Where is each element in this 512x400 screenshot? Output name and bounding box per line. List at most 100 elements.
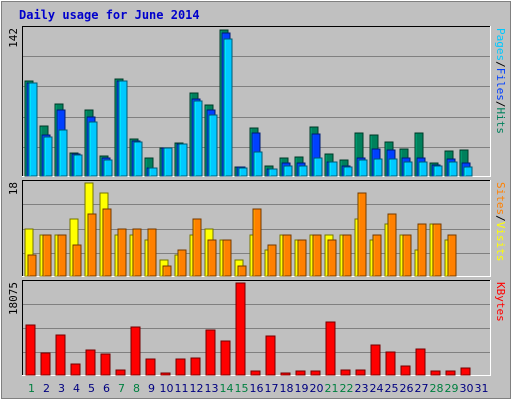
kbytes-bar-fill [280,372,291,376]
pages-bar [418,161,428,177]
sites-bar-fill [342,234,352,277]
series-legend-visits-sites: Sites/Visits [494,182,507,262]
kbytes-bar-fill [190,357,201,376]
pages-bar [28,82,38,177]
kbytes-bar [415,348,426,376]
pages-bar-fill [448,161,458,177]
pages-bar-fill [403,161,413,177]
sites-bar-fill [192,218,202,277]
sites-bar [432,223,442,277]
chart-title: Daily usage for June 2014 [19,8,200,22]
pages-bar [328,161,338,177]
sites-bar-fill [402,234,412,277]
pages-bar-fill [418,161,428,177]
kbytes-bar-fill [400,365,411,376]
sites-bar-fill [102,208,112,277]
sites-bar-fill [252,208,262,277]
x-tick-label: 18 [280,382,294,395]
pages-bar [433,165,443,177]
pages-bar-fill [43,136,53,177]
x-tick-label: 11 [175,382,189,395]
panel-kbytes: 18075 KBytes [7,280,507,376]
y-max-label: 18075 [7,282,20,315]
sites-bar [72,244,82,277]
x-tick-label: 31 [475,382,489,395]
sites-bar-fill [177,249,187,277]
pages-bar [373,158,383,177]
pages-bar-fill [238,167,248,177]
pages-bar [148,167,158,177]
kbytes-bar [25,324,36,376]
kbytes-bar [250,370,261,376]
x-tick-label: 20 [310,382,324,395]
kbytes-bar-fill [25,324,36,376]
sites-bar [447,234,457,277]
pages-bar-fill [163,147,173,177]
series-legend-hits-files-pages: Pages/Files/Hits [494,28,507,134]
kbytes-bar-fill [220,340,231,376]
kbytes-bar [130,326,141,376]
sites-bar-fill [42,234,52,277]
x-tick-label: 5 [88,382,95,395]
legend-part-0: Pages [494,28,507,61]
kbytes-bar-fill [250,370,261,376]
sites-bar-fill [117,228,127,277]
sites-bar [162,265,172,277]
x-tick-label: 22 [340,382,354,395]
pages-bar [238,167,248,177]
x-tick-label: 21 [325,382,339,395]
x-tick-label: 27 [415,382,429,395]
pages-bar [163,147,173,177]
pages-bar [343,166,353,177]
sites-bar [192,218,202,277]
pages-bar [88,121,98,177]
pages-bar-fill [88,121,98,177]
pages-bar-fill [388,158,398,177]
kbytes-bar-fill [310,370,321,376]
pages-bar-fill [328,161,338,177]
sites-bar [27,254,37,277]
pages-bar-fill [103,159,113,177]
sites-bar-fill [267,244,277,277]
x-tick-label: 2 [43,382,50,395]
x-tick-label: 6 [103,382,110,395]
pages-bar [193,100,203,177]
kbytes-bar-fill [235,282,246,376]
pages-bar-fill [208,114,218,177]
pages-bar [223,38,233,177]
pages-bar-fill [298,165,308,177]
pages-bar-fill [268,168,278,177]
kbytes-bar [445,370,456,376]
pages-bar-fill [463,166,473,177]
sites-bar [207,239,217,277]
sites-bar-fill [372,234,382,277]
x-tick-label: 4 [73,382,80,395]
legend-part-0: KBytes [494,282,507,322]
kbytes-bar [370,344,381,376]
pages-bar [73,154,83,177]
sites-bar [267,244,277,277]
pages-bar-fill [253,151,263,177]
x-tick-label: 12 [190,382,204,395]
kbytes-bar [310,370,321,376]
sites-bar [297,239,307,277]
sites-bar-fill [417,223,427,277]
sites-bar-fill [357,192,367,277]
kbytes-bar [430,370,441,376]
kbytes-bar [280,372,291,376]
kbytes-bar-fill [205,329,216,376]
sites-bar [237,265,247,277]
pages-bar-fill [118,80,128,177]
pages-bar-fill [343,166,353,177]
kbytes-bar [400,365,411,376]
sites-bar-fill [432,223,442,277]
sites-bar-fill [282,234,292,277]
kbytes-bar [220,340,231,376]
kbytes-bar-fill [175,358,186,376]
kbytes-bar-fill [340,369,351,376]
kbytes-bar [160,372,171,376]
pages-bar-fill [28,82,38,177]
kbytes-bar [340,369,351,376]
